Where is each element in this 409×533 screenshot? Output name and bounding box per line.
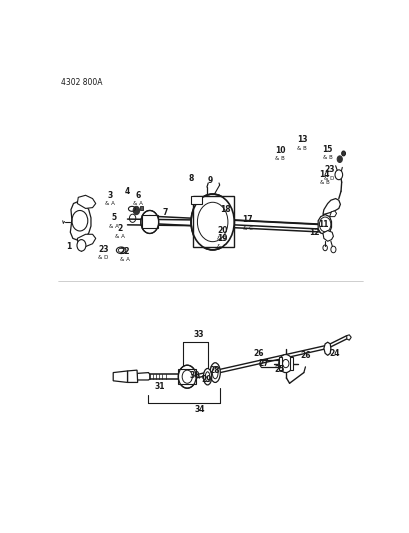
Polygon shape bbox=[70, 201, 91, 240]
Text: 11: 11 bbox=[317, 220, 327, 229]
Text: 9: 9 bbox=[207, 176, 212, 185]
Text: 18: 18 bbox=[220, 205, 230, 214]
Polygon shape bbox=[317, 215, 331, 235]
Text: 14: 14 bbox=[319, 170, 329, 179]
Circle shape bbox=[334, 170, 342, 180]
Text: 19: 19 bbox=[216, 234, 227, 243]
Text: & C: & C bbox=[242, 225, 252, 231]
Text: 10: 10 bbox=[274, 146, 285, 155]
Circle shape bbox=[77, 240, 85, 251]
Polygon shape bbox=[322, 231, 333, 241]
Polygon shape bbox=[278, 358, 281, 370]
Text: 30: 30 bbox=[189, 370, 200, 379]
Polygon shape bbox=[137, 373, 149, 380]
Circle shape bbox=[133, 206, 139, 215]
Text: & C: & C bbox=[217, 244, 227, 249]
Text: 29: 29 bbox=[201, 375, 212, 384]
Text: 12: 12 bbox=[308, 228, 319, 237]
Text: & C: & C bbox=[217, 236, 227, 241]
Polygon shape bbox=[113, 371, 127, 383]
Circle shape bbox=[330, 246, 335, 253]
Text: 13: 13 bbox=[296, 135, 307, 144]
Text: 27: 27 bbox=[258, 359, 268, 368]
Text: 2: 2 bbox=[117, 224, 122, 232]
Text: & A: & A bbox=[109, 223, 119, 229]
Text: & B: & B bbox=[297, 146, 306, 151]
Text: 33: 33 bbox=[193, 330, 203, 340]
Text: & B: & B bbox=[274, 156, 284, 161]
Polygon shape bbox=[289, 358, 292, 370]
Text: 3: 3 bbox=[107, 191, 112, 200]
Text: 31: 31 bbox=[154, 382, 165, 391]
Text: & A: & A bbox=[120, 257, 130, 262]
Text: & D: & D bbox=[98, 255, 109, 260]
Polygon shape bbox=[77, 195, 96, 208]
Text: 15: 15 bbox=[322, 145, 332, 154]
Polygon shape bbox=[77, 235, 96, 247]
Text: & A: & A bbox=[115, 234, 124, 239]
Text: 4302 800A: 4302 800A bbox=[61, 78, 102, 87]
Polygon shape bbox=[322, 199, 339, 215]
Circle shape bbox=[141, 211, 158, 233]
Polygon shape bbox=[192, 196, 234, 247]
Text: 23: 23 bbox=[324, 165, 334, 174]
Polygon shape bbox=[127, 370, 137, 383]
Circle shape bbox=[278, 354, 292, 373]
Text: 22: 22 bbox=[119, 247, 130, 256]
Text: 24: 24 bbox=[328, 349, 339, 358]
Polygon shape bbox=[329, 211, 336, 216]
Ellipse shape bbox=[203, 368, 211, 385]
Text: 26: 26 bbox=[300, 351, 310, 360]
Polygon shape bbox=[178, 369, 196, 384]
Polygon shape bbox=[323, 342, 330, 356]
Text: & B: & B bbox=[322, 155, 332, 160]
Text: & A: & A bbox=[105, 201, 115, 206]
Text: & D: & D bbox=[324, 175, 334, 181]
Polygon shape bbox=[139, 206, 143, 211]
Circle shape bbox=[336, 156, 342, 163]
Circle shape bbox=[341, 151, 345, 156]
Text: 7: 7 bbox=[162, 208, 168, 217]
Text: 28: 28 bbox=[209, 367, 219, 375]
Text: 1: 1 bbox=[66, 242, 71, 251]
Circle shape bbox=[191, 194, 234, 250]
Text: & A: & A bbox=[133, 201, 142, 206]
Text: 25: 25 bbox=[274, 365, 284, 374]
Polygon shape bbox=[191, 196, 202, 204]
Text: 34: 34 bbox=[194, 405, 205, 414]
Ellipse shape bbox=[210, 363, 220, 383]
Text: 8: 8 bbox=[188, 174, 193, 183]
Text: 20: 20 bbox=[216, 225, 227, 235]
Text: 5: 5 bbox=[111, 213, 117, 222]
Polygon shape bbox=[142, 215, 157, 228]
Text: 6: 6 bbox=[135, 191, 140, 200]
Circle shape bbox=[178, 365, 196, 388]
Text: 4: 4 bbox=[125, 187, 130, 196]
Text: 17: 17 bbox=[242, 215, 252, 224]
Text: 26: 26 bbox=[253, 349, 263, 358]
Text: 23: 23 bbox=[98, 245, 109, 254]
Text: & B: & B bbox=[319, 181, 328, 185]
Polygon shape bbox=[346, 335, 351, 340]
